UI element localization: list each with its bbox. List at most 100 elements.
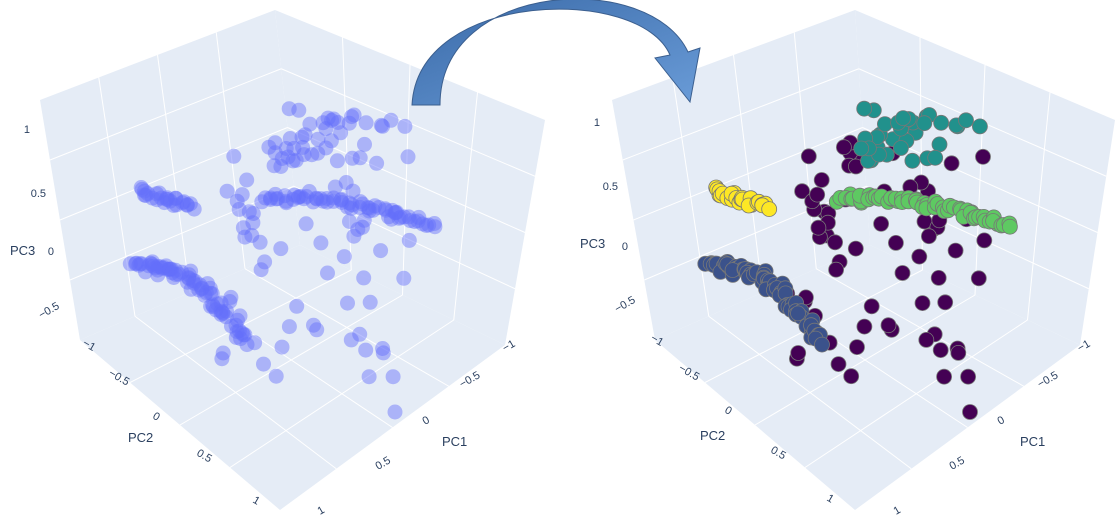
left-data-point [393,209,409,225]
left-data-point [421,217,437,233]
left-data-point [296,147,312,163]
left-data-point [320,265,335,281]
right-x-tick-0.5: 0.5 [948,455,967,473]
left-data-point [327,179,343,195]
left-data-point [239,337,255,353]
left-data-point [194,281,210,297]
left-data-point [169,197,184,213]
left-data-point [235,220,251,236]
left-data-point [391,210,407,226]
left-data-point [223,289,239,305]
left-data-point [162,261,178,277]
right-data-point [921,228,937,245]
left-y-axis-label: PC2 [128,430,153,445]
left-data-point [313,235,329,251]
left-data-point [333,192,349,208]
left-data-point [134,256,150,272]
left-data-point [310,145,326,161]
right-data-point [947,242,964,259]
left-data-point [171,266,187,282]
right-data-point [972,118,988,135]
left-data-point [147,260,163,276]
left-data-point [339,199,355,215]
right-data-point [893,140,909,156]
left-data-point [181,270,197,286]
right-data-point [927,149,944,166]
right-data-point [814,336,830,353]
left-data-point [215,305,231,321]
right-data-point [849,339,865,356]
left-data-point [261,139,277,155]
right-data-point [856,100,873,117]
right-z-tick-neg0.5: −0.5 [613,294,638,315]
right-data-point [960,368,976,385]
left-data-point [299,189,314,204]
left-data-point [381,209,396,225]
left-data-point [150,259,166,274]
left-data-point [268,368,284,384]
left-data-point [362,294,378,310]
left-data-point [210,296,226,312]
left-data-point [215,345,231,361]
left-data-point [367,198,383,214]
scatter-plot-unclustered: 1 0.5 0 −0.5 PC3 −1 −0.5 0 0.5 1 PC2 −1 … [10,10,545,518]
left-data-point [166,270,182,285]
left-data-point [224,318,239,334]
left-data-point [158,191,174,207]
right-data-point [877,116,893,132]
right-data-point [873,215,889,232]
left-data-point [150,267,166,283]
left-data-point [338,175,354,190]
right-data-point [847,240,864,257]
left-data-point [179,197,195,213]
right-data-point [916,115,933,132]
left-data-point [383,112,399,128]
right-data-point [970,270,987,287]
right-z-tick-1: 1 [594,117,600,129]
left-data-point [388,205,404,221]
left-data-point [151,185,167,201]
left-data-point [355,196,370,212]
left-data-point [310,131,326,147]
left-x-tick-1: 1 [316,504,327,517]
left-data-point [205,297,221,313]
right-data-point [937,294,954,311]
left-data-point [358,115,374,131]
left-data-point [183,263,199,279]
right-data-point [790,345,807,361]
left-data-point [154,260,170,276]
right-data-point [950,344,967,361]
right-x-axis-label: PC1 [1020,434,1045,449]
left-data-point [228,317,244,333]
left-data-point [270,191,286,207]
left-data-point [194,280,210,296]
right-data-point [904,152,921,169]
left-data-point [128,255,144,271]
left-data-point [232,308,248,324]
right-z-axis-label: PC3 [580,236,605,251]
left-data-point [290,190,306,206]
right-data-point [827,234,843,251]
left-data-point [296,191,312,207]
right-data-point [918,331,935,348]
left-data-point [344,109,360,125]
left-data-point [162,193,178,209]
left-data-point [267,145,283,161]
left-data-point [181,271,197,287]
left-data-point [288,152,304,168]
left-data-point [387,404,403,420]
right-data-point [895,110,911,126]
left-data-point [319,194,335,210]
left-data-point [323,133,339,149]
right-data-point [800,148,817,165]
left-data-point [198,285,214,301]
left-y-tick-1: 1 [251,494,262,507]
left-data-point [309,322,325,338]
left-data-point [401,209,417,225]
left-data-point [222,294,238,309]
right-back-pane-1 [612,10,870,340]
right-x-tick-neg1: −1 [1076,338,1093,355]
left-data-point [176,194,192,210]
left-data-point [305,194,321,210]
left-data-point [377,201,393,217]
